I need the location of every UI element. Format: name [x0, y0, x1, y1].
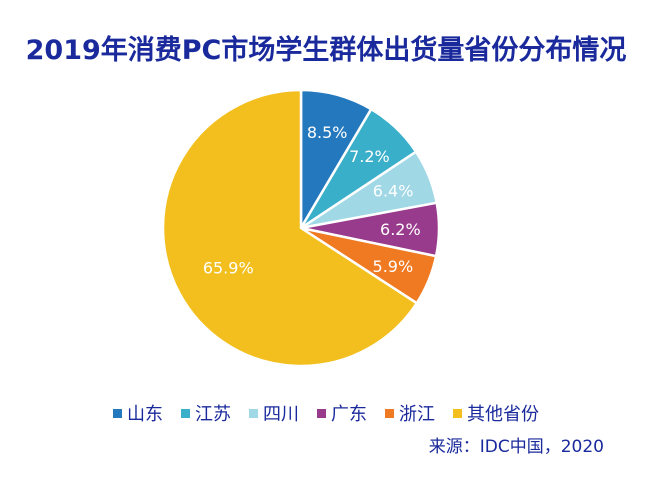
legend-item-5: 其他省份 — [453, 400, 539, 426]
legend-swatch — [113, 408, 122, 418]
legend-label: 山东 — [127, 404, 163, 425]
legend-label: 江苏 — [195, 404, 231, 425]
pie-chart: 8.5%7.2% 6.4% 6.2% 5.9% 65.9% — [161, 88, 441, 368]
slice-value-label-5: 65.9% — [203, 259, 254, 278]
legend-swatch — [453, 408, 462, 418]
legend-swatch — [181, 408, 190, 418]
chart-title: 2019年消费PC市场学生群体出货量省份分布情况 — [25, 35, 627, 66]
legend-item-4: 浙江 — [385, 400, 435, 426]
legend-item-0: 山东 — [113, 400, 163, 426]
chart-legend: 山东 江苏 四川 广东 浙江 其他省份 — [0, 400, 652, 426]
slice-value-label-2: 6.4% — [373, 182, 414, 201]
legend-item-1: 江苏 — [181, 400, 231, 426]
legend-swatch — [249, 408, 258, 418]
legend-item-3: 广东 — [317, 400, 367, 426]
slice-value-label-0: 8.5% — [307, 123, 348, 142]
legend-swatch — [385, 408, 394, 418]
slice-value-label-3: 6.2% — [380, 220, 421, 239]
source-note: 来源：IDC中国，2020 — [428, 437, 604, 457]
legend-label: 四川 — [263, 404, 299, 425]
legend-label: 广东 — [331, 404, 367, 425]
pie-slice-5 — [161, 88, 419, 368]
legend-swatch — [317, 408, 326, 418]
legend-label: 其他省份 — [467, 404, 539, 425]
slice-value-label-4: 5.9% — [373, 257, 414, 276]
legend-item-2: 四川 — [249, 400, 299, 426]
slice-value-label-1: 7.2% — [349, 147, 390, 166]
legend-label: 浙江 — [399, 404, 435, 425]
